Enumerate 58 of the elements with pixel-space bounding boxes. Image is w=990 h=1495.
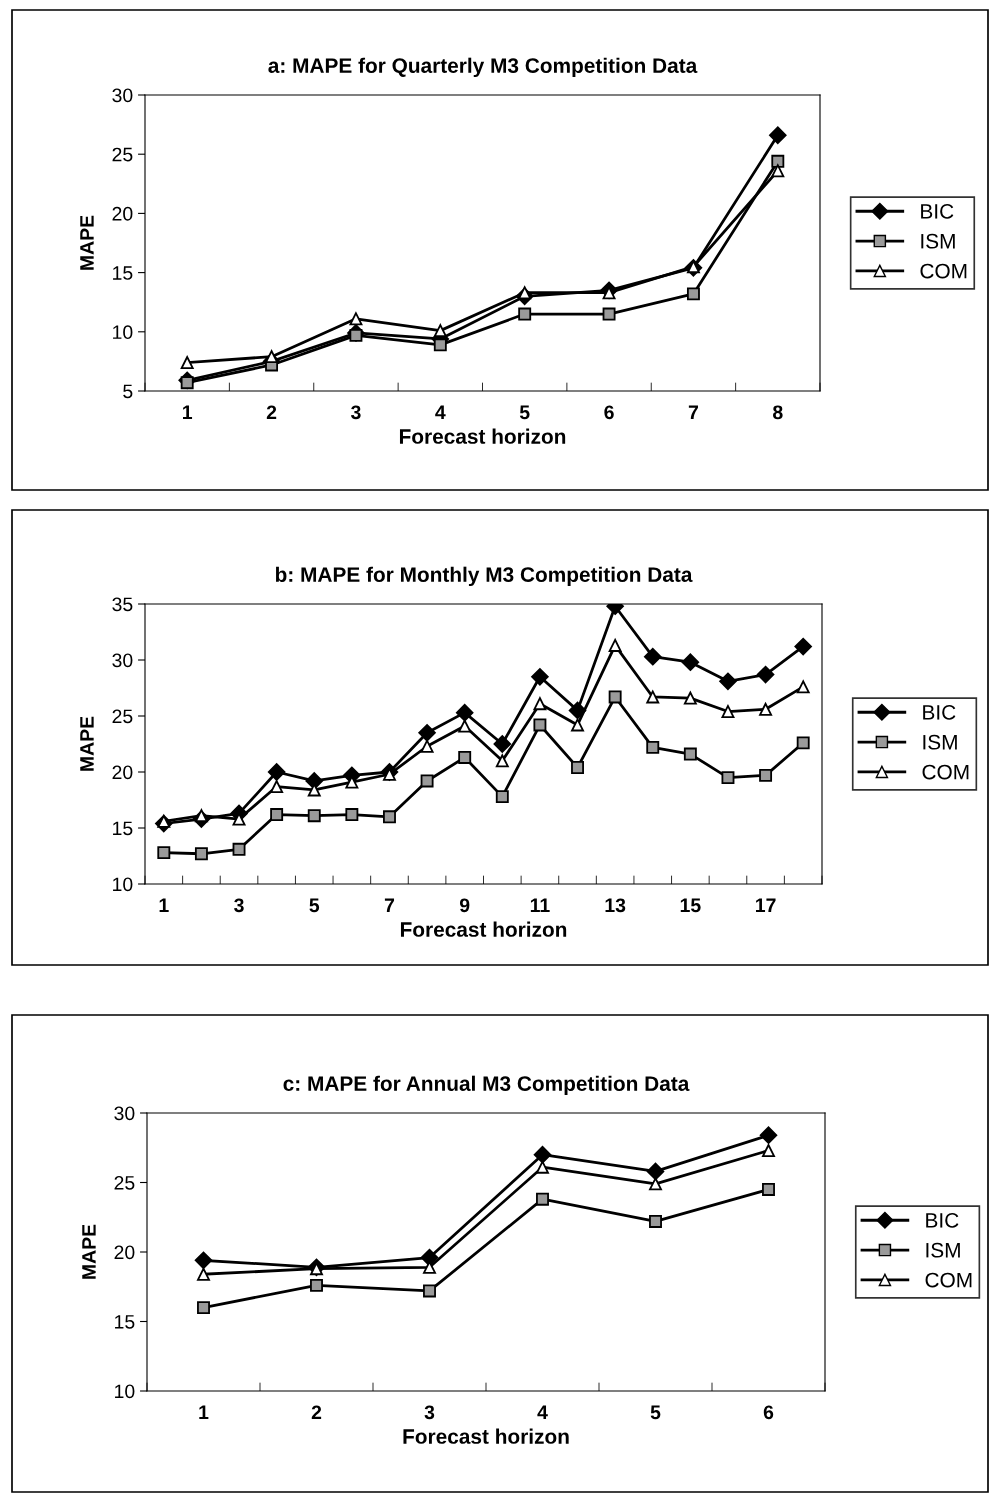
y-tick-label: 10 — [113, 325, 133, 340]
legend-label: COM — [920, 263, 967, 279]
x-axis-title: Forecast horizon — [403, 1428, 569, 1444]
y-axis-title: MAPE — [80, 215, 94, 270]
y-tick-label: 10 — [113, 877, 133, 892]
x-tick-label: 4 — [537, 1405, 548, 1419]
x-tick-label: 15 — [680, 898, 701, 913]
x-tick-label: 6 — [763, 1405, 774, 1420]
chart-title: a: MAPE for Quarterly M3 Competition Data — [268, 57, 698, 78]
y-tick-label: 20 — [114, 1245, 135, 1260]
y-tick-label: 35 — [112, 597, 133, 612]
x-tick-label: 5 — [309, 898, 320, 913]
legend-label: ISM — [923, 734, 957, 750]
x-tick-label: 1 — [199, 1405, 209, 1419]
x-axis-title: Forecast horizon — [399, 428, 566, 444]
legend-label: BIC — [926, 1213, 959, 1228]
legend-label: ISM — [921, 233, 955, 249]
y-tick-label: 25 — [112, 147, 133, 162]
x-tick-label: 3 — [350, 405, 361, 420]
x-tick-label: 6 — [604, 405, 614, 420]
legend-label: BIC — [923, 705, 956, 720]
x-tick-label: 13 — [605, 898, 626, 913]
x-tick-label: 1 — [183, 405, 193, 419]
chart-title: b: MAPE for Monthly M3 Competition Data — [275, 566, 693, 587]
x-tick-label: 3 — [424, 1405, 435, 1420]
x-tick-label: 4 — [435, 405, 446, 419]
y-axis-title: MAPE — [82, 1224, 96, 1279]
legend-label: COM — [922, 764, 969, 780]
x-tick-label: 2 — [311, 1405, 322, 1419]
legend-label: ISM — [926, 1242, 960, 1258]
legend-label: BIC — [921, 204, 954, 219]
x-tick-label: 11 — [530, 898, 550, 912]
y-tick-label: 25 — [114, 1175, 135, 1190]
x-tick-label: 5 — [519, 405, 530, 420]
x-tick-label: 1 — [159, 898, 169, 912]
x-tick-label: 9 — [459, 898, 470, 913]
y-tick-label: 30 — [114, 1106, 135, 1121]
y-tick-label: 20 — [112, 765, 133, 780]
x-axis-title: Forecast horizon — [400, 921, 567, 937]
chart-title: c: MAPE for Annual M3 Competition Data — [283, 1075, 690, 1096]
y-tick-label: 10 — [115, 1384, 135, 1399]
x-tick-label: 7 — [688, 405, 698, 419]
x-tick-label: 2 — [266, 405, 277, 419]
x-tick-label: 7 — [384, 898, 395, 912]
y-tick-label: 30 — [112, 653, 133, 668]
legend-label: COM — [925, 1272, 972, 1288]
y-tick-label: 15 — [115, 1315, 135, 1329]
y-tick-label: 30 — [112, 88, 133, 103]
x-tick-label: 17 — [755, 898, 776, 912]
y-tick-label: 15 — [113, 821, 133, 836]
y-tick-label: 25 — [112, 709, 133, 724]
y-tick-label: 15 — [113, 266, 133, 280]
x-tick-label: 3 — [234, 898, 244, 913]
y-tick-label: 5 — [123, 384, 133, 399]
x-tick-label: 8 — [773, 405, 783, 420]
x-tick-label: 5 — [650, 1405, 661, 1420]
y-tick-label: 20 — [112, 206, 133, 221]
y-axis-title: MAPE — [80, 716, 94, 771]
